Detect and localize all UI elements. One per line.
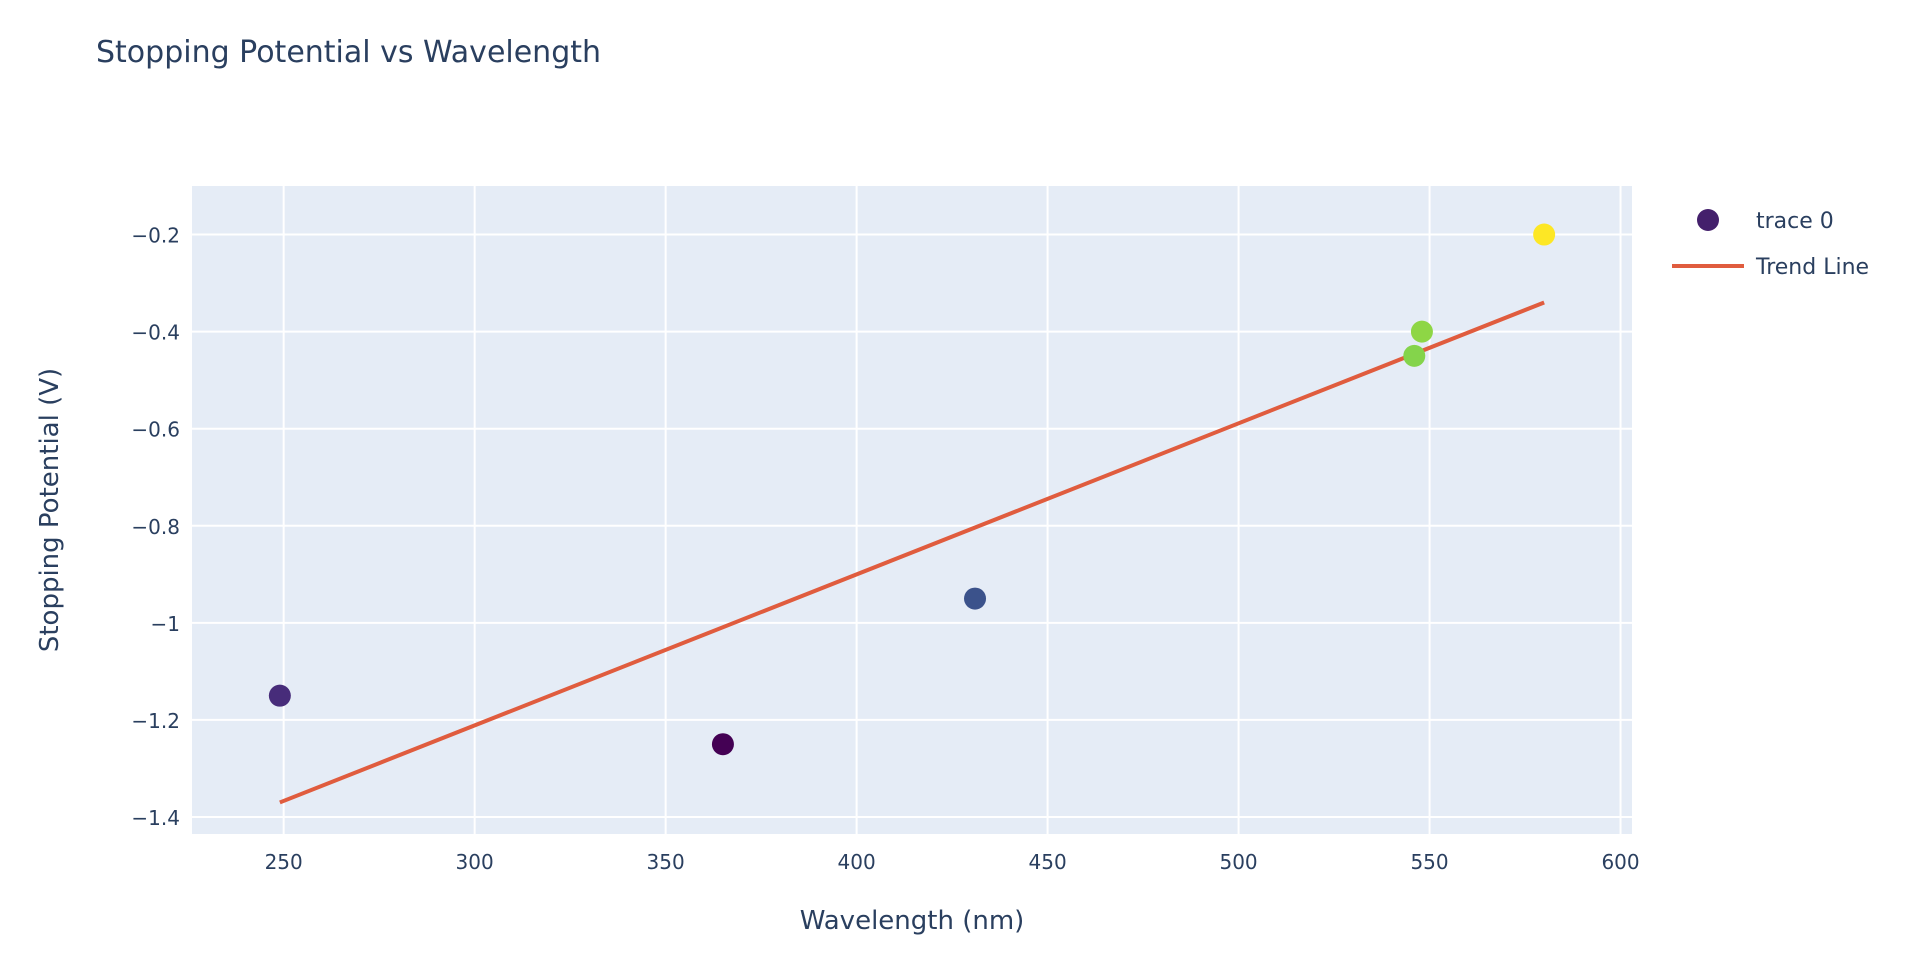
y-tick-label: −1.2	[131, 709, 180, 733]
y-tick-label: −0.6	[131, 418, 180, 442]
data-point[interactable]	[268, 684, 291, 707]
x-tick-label: 350	[647, 850, 685, 874]
x-tick-label: 500	[1219, 850, 1257, 874]
x-tick-label: 250	[265, 850, 303, 874]
marker-layer	[268, 223, 1556, 756]
x-tick-label: 400	[838, 850, 876, 874]
trend-line-layer	[279, 300, 1545, 805]
y-axis-ticks: −1.4 −1.2 −1 −0.8 −0.6 −0.4 −0.2	[131, 224, 180, 830]
x-axis-ticks: 250 300 350 400 450 500 550 600	[265, 850, 1640, 874]
data-point[interactable]	[1533, 223, 1556, 246]
y-tick-label: −0.2	[131, 224, 180, 248]
legend-marker-icon	[1697, 209, 1719, 231]
trend-line[interactable]	[279, 300, 1545, 805]
y-tick-label: −1	[151, 612, 180, 636]
data-point[interactable]	[1403, 344, 1426, 367]
legend-item-trace-0[interactable]: trace 0	[1697, 209, 1834, 234]
y-axis-title: Stopping Potential (V)	[35, 368, 65, 652]
x-tick-label: 550	[1410, 850, 1448, 874]
chart-title: Stopping Potential vs Wavelength	[96, 35, 601, 70]
x-axis-title: Wavelength (nm)	[800, 906, 1025, 936]
legend-item-trend-line[interactable]: Trend Line	[1672, 255, 1869, 280]
data-point[interactable]	[964, 587, 987, 610]
y-tick-label: −0.4	[131, 321, 180, 345]
legend-label-trend-line: Trend Line	[1755, 255, 1869, 280]
x-tick-label: 300	[456, 850, 494, 874]
data-point[interactable]	[1410, 320, 1433, 343]
grid	[192, 186, 1632, 834]
x-tick-label: 450	[1029, 850, 1067, 874]
data-point[interactable]	[711, 733, 734, 756]
y-tick-label: −0.8	[131, 515, 180, 539]
legend-label-trace-0: trace 0	[1756, 209, 1834, 234]
y-tick-label: −1.4	[131, 806, 180, 830]
legend[interactable]: trace 0 Trend Line	[1672, 209, 1869, 280]
x-tick-label: 600	[1601, 850, 1639, 874]
plot-area	[192, 186, 1632, 834]
